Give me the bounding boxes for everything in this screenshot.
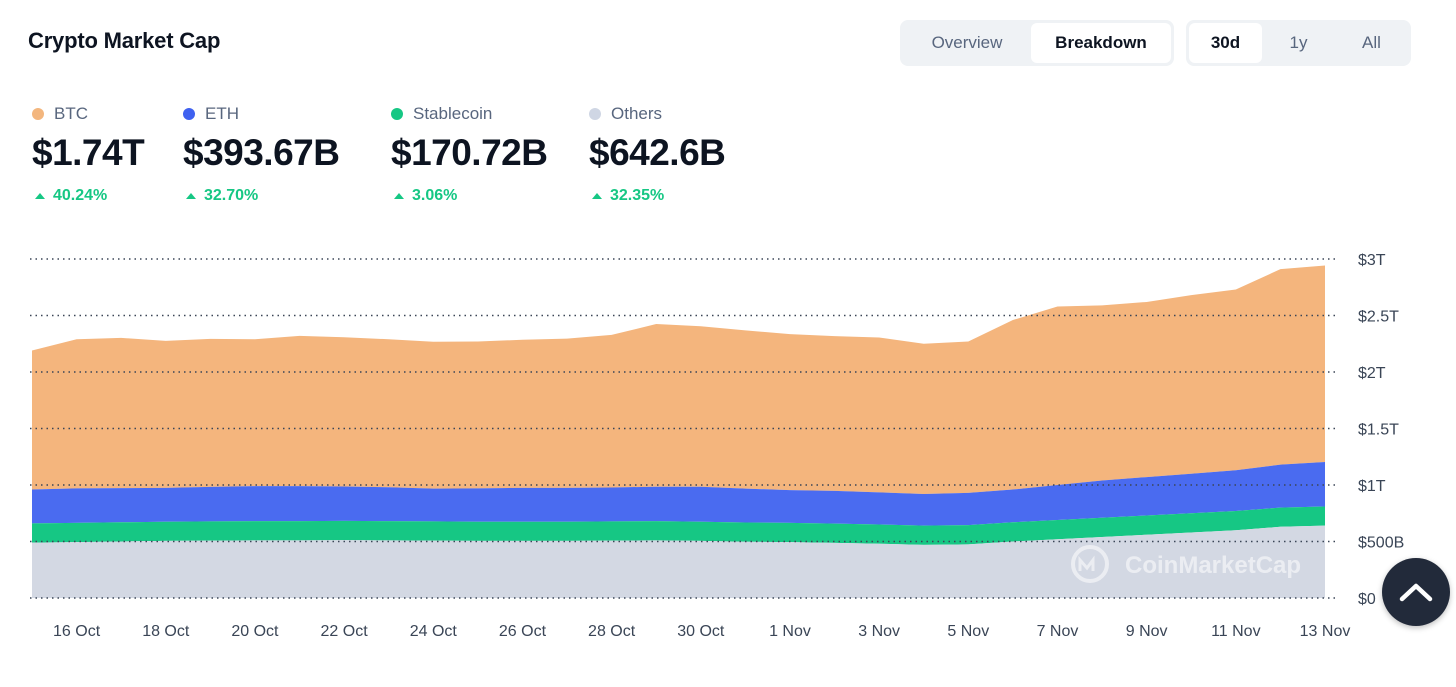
coinmarketcap-watermark: CoinMarketCap (1071, 545, 1301, 583)
coinmarketcap-logo-icon (1071, 545, 1109, 583)
y-tick-label: $1.5T (1358, 422, 1399, 439)
eth-legend-dot (183, 108, 195, 120)
x-tick-label: 5 Nov (947, 623, 989, 640)
stat-btc-change: 40.24% (53, 187, 108, 204)
caret-up-icon (592, 193, 602, 199)
x-tick-label: 26 Oct (499, 623, 547, 640)
stat-others-value: $642.6B (589, 132, 726, 173)
x-tick-label: 28 Oct (588, 623, 636, 640)
y-tick-label: $1T (1358, 478, 1386, 495)
x-tick-label: 9 Nov (1126, 623, 1168, 640)
view-toggle: Overview Breakdown (900, 20, 1174, 66)
x-tick-label: 1 Nov (769, 623, 811, 640)
stat-stablecoin-value: $170.72B (391, 132, 548, 173)
scroll-to-top-button[interactable] (1382, 558, 1450, 626)
caret-up-icon (186, 193, 196, 199)
tab-breakdown[interactable]: Breakdown (1031, 23, 1171, 63)
y-tick-label: $500B (1358, 535, 1404, 552)
stat-others: Others $642.6B 32.35% (589, 102, 726, 205)
stat-eth-label: ETH (205, 104, 239, 123)
stat-stablecoin-label: Stablecoin (413, 104, 493, 123)
stat-stablecoin: Stablecoin $170.72B 3.06% (391, 102, 548, 205)
x-tick-label: 16 Oct (53, 623, 101, 640)
tab-overview[interactable]: Overview (931, 33, 1003, 52)
x-tick-label: 22 Oct (321, 623, 369, 640)
market-cap-card: Crypto Market Cap Overview Breakdown 30d… (28, 20, 1450, 640)
area-stablecoin (32, 506, 1325, 545)
y-tick-label: $2.5T (1358, 309, 1399, 326)
area-others (32, 525, 1325, 598)
y-tick-label: $0 (1358, 591, 1376, 608)
stat-btc: BTC $1.74T 40.24% (32, 102, 145, 205)
chevron-up-icon (1399, 583, 1433, 602)
caret-up-icon (394, 193, 404, 199)
stat-others-label: Others (611, 104, 663, 123)
others-legend-dot (589, 108, 601, 120)
chart-areas (32, 265, 1325, 598)
coinmarketcap-logo-mark (1078, 555, 1095, 571)
x-tick-label: 3 Nov (858, 623, 900, 640)
y-tick-label: $3T (1358, 252, 1386, 269)
stat-eth-change: 32.70% (204, 187, 259, 204)
range-1y[interactable]: 1y (1289, 33, 1308, 52)
x-tick-label: 30 Oct (677, 623, 725, 640)
stat-others-change: 32.35% (610, 187, 665, 204)
btc-legend-dot (32, 108, 44, 120)
area-btc (32, 265, 1325, 495)
x-tick-label: 13 Nov (1300, 623, 1351, 640)
x-tick-label: 7 Nov (1037, 623, 1079, 640)
range-30d[interactable]: 30d (1189, 23, 1262, 63)
stat-btc-label: BTC (54, 104, 88, 123)
stat-eth-value: $393.67B (183, 132, 340, 173)
stacked-area-chart: CoinMarketCap $0 $500B $1T $1.5T $2T $2.5T $3T… (30, 252, 1404, 640)
stat-btc-value: $1.74T (32, 132, 145, 173)
x-tick-label: 20 Oct (231, 623, 279, 640)
stat-stablecoin-change: 3.06% (412, 187, 458, 204)
x-tick-label: 24 Oct (410, 623, 458, 640)
y-axis-ticks: $0 $500B $1T $1.5T $2T $2.5T $3T (1358, 252, 1404, 608)
watermark-text: CoinMarketCap (1125, 552, 1301, 579)
range-all[interactable]: All (1362, 33, 1381, 52)
x-tick-label: 18 Oct (142, 623, 190, 640)
area-eth (32, 462, 1325, 526)
stat-eth: ETH $393.67B 32.70% (183, 102, 340, 205)
range-toggle: 30d 1y All (1186, 20, 1411, 66)
x-axis-ticks: 16 Oct 18 Oct 20 Oct 22 Oct 24 Oct 26 Oct 28 O… (53, 623, 1350, 640)
stablecoin-legend-dot (391, 108, 403, 120)
caret-up-icon (35, 193, 45, 199)
page-title: Crypto Market Cap (28, 28, 221, 53)
chart-gridlines (30, 258, 1338, 599)
y-tick-label: $2T (1358, 365, 1386, 382)
x-tick-label: 11 Nov (1211, 623, 1261, 640)
